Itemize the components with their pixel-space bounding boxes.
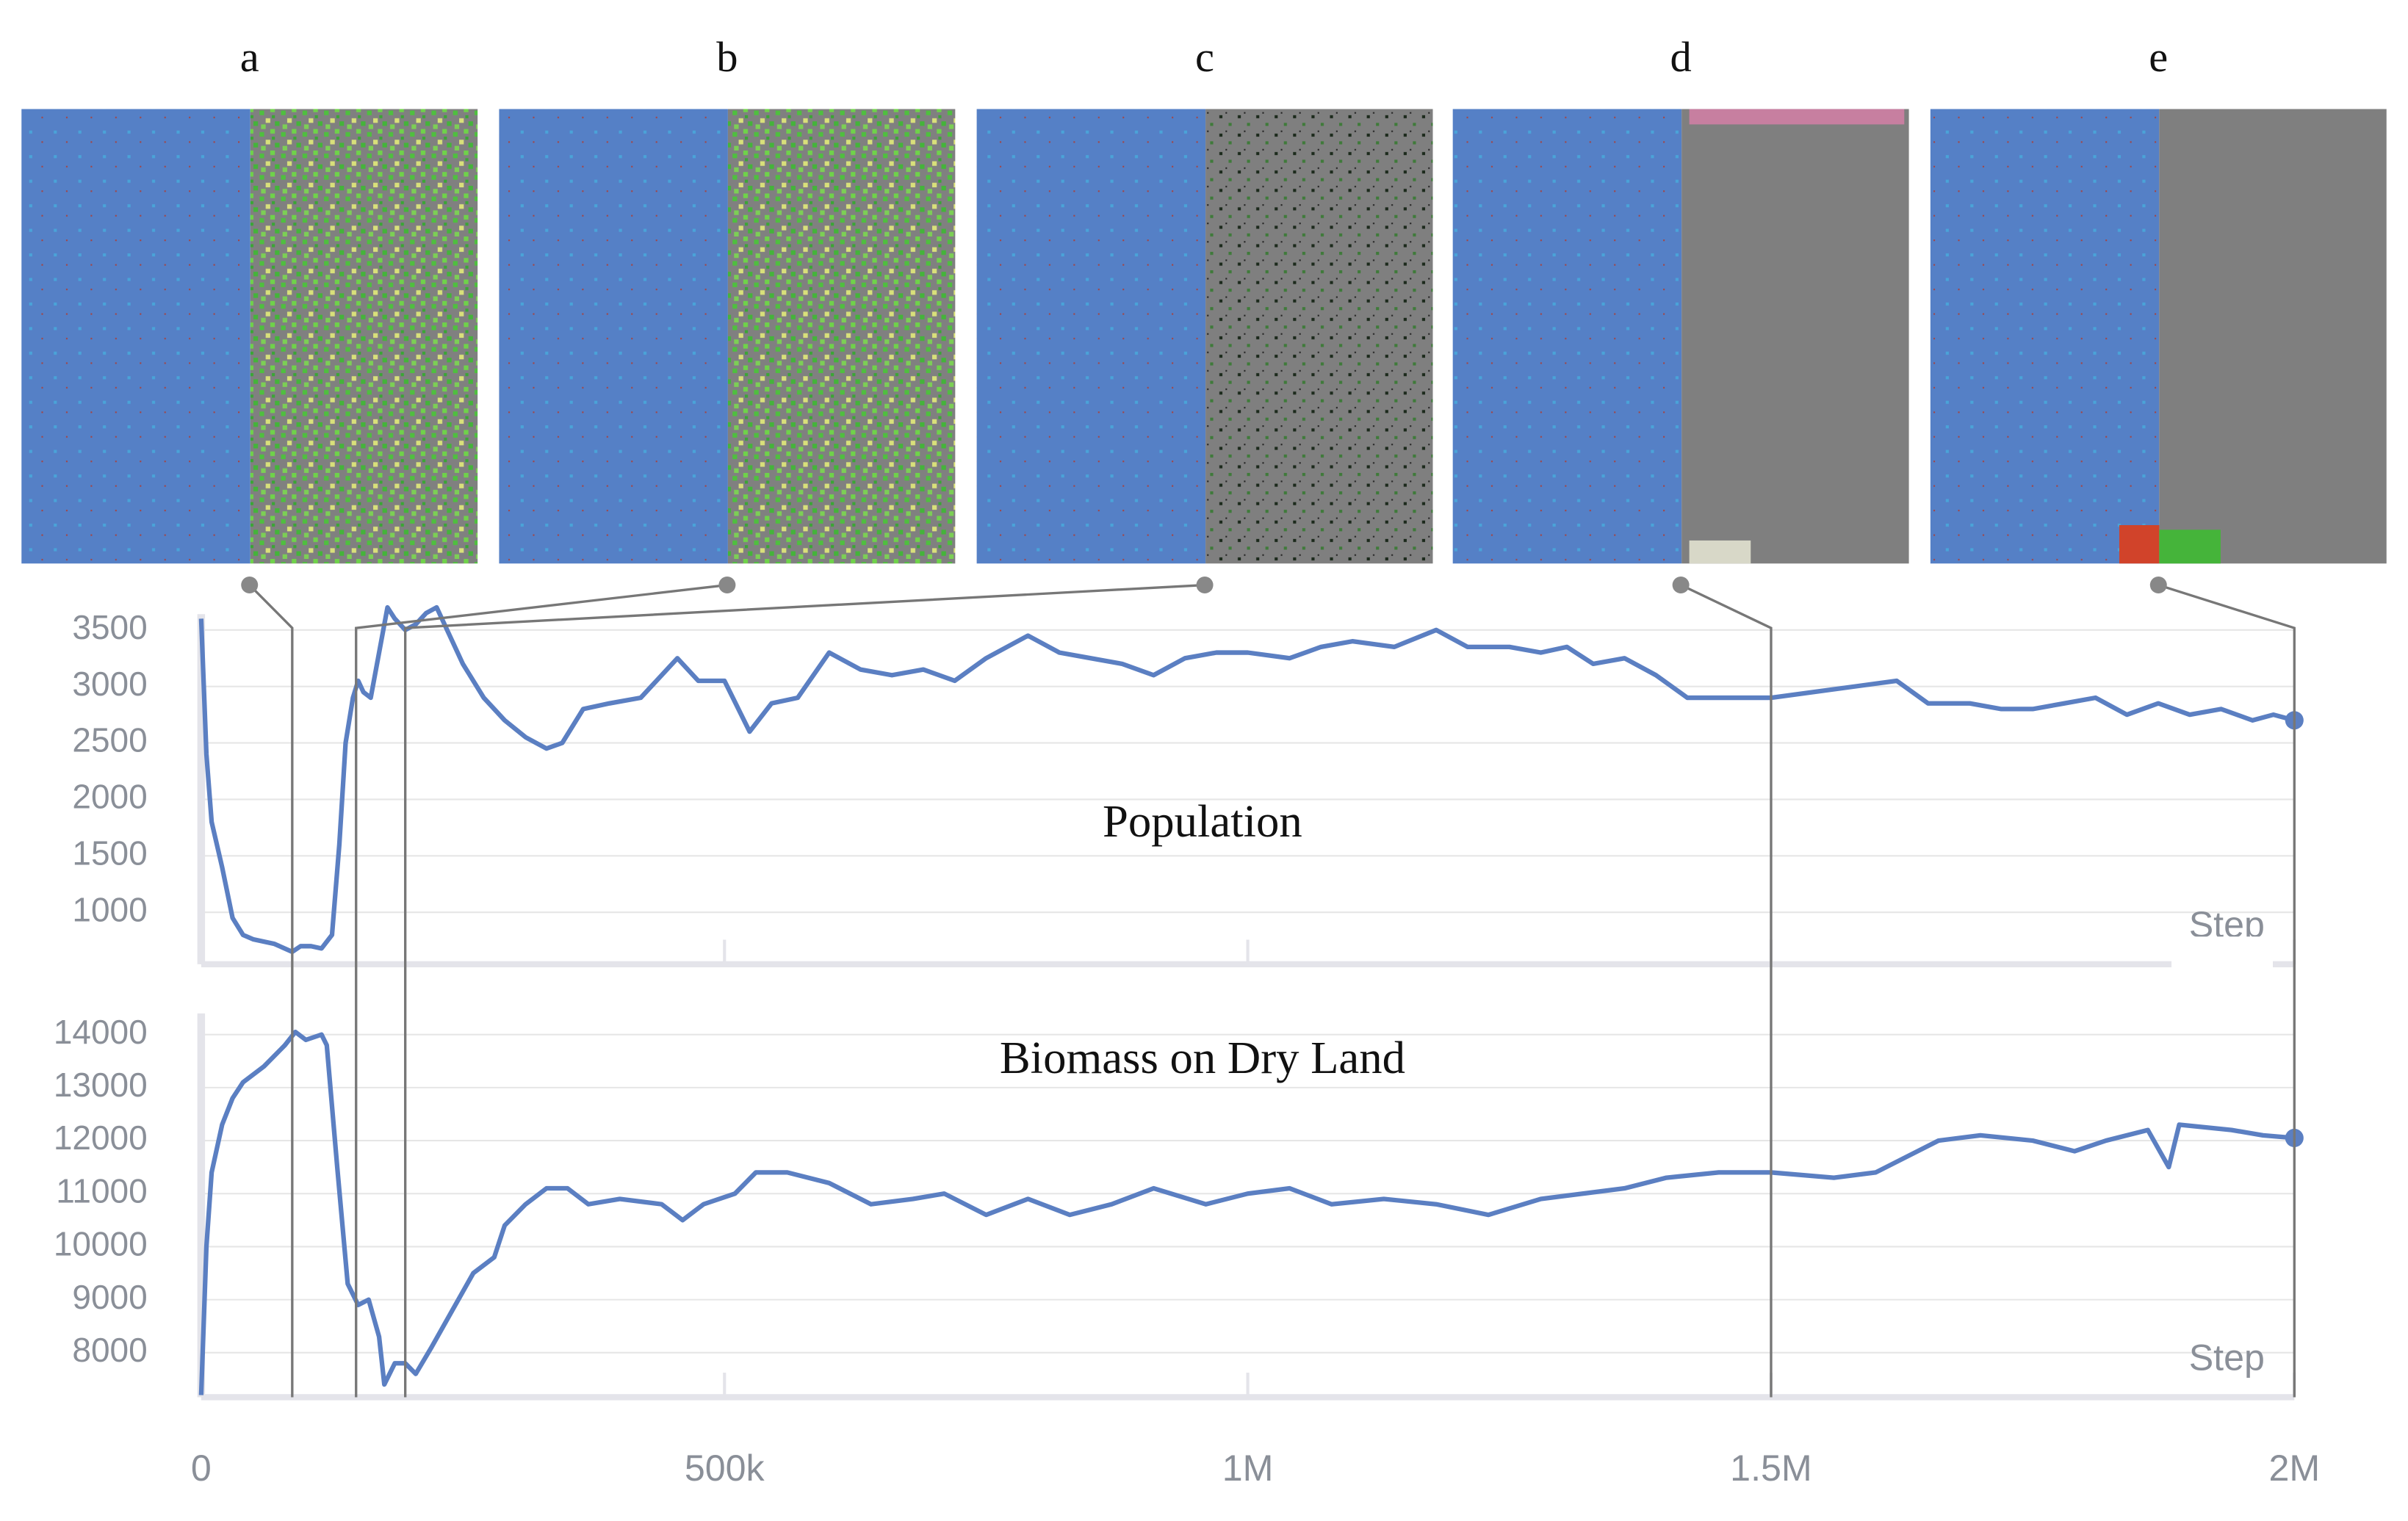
snapshot-image [976, 109, 1433, 564]
snapshot-label: e [2149, 33, 2168, 81]
snapshot-anchor [2149, 577, 2167, 594]
snapshot-label: a [240, 33, 259, 81]
snapshot-label: b [716, 33, 738, 81]
x-tick-label: 2M [2268, 1448, 2320, 1489]
y-tick-label: 9000 [72, 1278, 147, 1316]
chart-title: Population [1103, 795, 1302, 847]
data-line [198, 604, 2296, 955]
snapshot-connector [355, 583, 728, 1398]
y-tick-label: 3000 [72, 665, 147, 703]
x-tick-label: 0 [191, 1448, 212, 1489]
y-tick-label: 3500 [72, 608, 147, 646]
y-tick-label: 12000 [54, 1119, 148, 1157]
snapshot-anchor [1196, 577, 1214, 594]
y-tick-label: 1500 [72, 834, 147, 872]
snapshot-anchor [718, 577, 736, 594]
snapshot-label: d [1670, 33, 1691, 81]
y-tick-label: 8000 [72, 1331, 147, 1369]
snapshot-anchor [241, 577, 259, 594]
y-tick-label: 2000 [72, 778, 147, 816]
chart-title: Biomass on Dry Land [1000, 1032, 1405, 1083]
label-cover [2171, 936, 2274, 977]
snapshot-label: c [1195, 33, 1214, 81]
snapshot-connector [404, 583, 1205, 1398]
y-tick-label: 11000 [56, 1171, 147, 1210]
x-axis-label: Step [2189, 1337, 2265, 1379]
x-tick-label: 1.5M [1730, 1448, 1812, 1489]
snapshot-image [499, 109, 956, 564]
snapshot-connector [2158, 583, 2296, 1398]
snapshot-connector [1680, 584, 1773, 1398]
data-line [198, 1029, 2295, 1395]
snapshot-anchor [1672, 577, 1690, 594]
snapshot-image [21, 109, 478, 564]
y-tick-label: 1000 [72, 890, 147, 928]
y-tick-label: 13000 [54, 1066, 148, 1104]
y-tick-label: 14000 [54, 1013, 148, 1051]
snapshot-connector [248, 584, 294, 1398]
y-tick-label: 10000 [54, 1225, 148, 1263]
x-tick-label: 1M [1222, 1448, 1274, 1489]
snapshot-image [1452, 109, 1909, 564]
snapshot-panels [21, 109, 2387, 564]
snapshot-image [1930, 109, 2387, 564]
x-tick-label: 500k [685, 1448, 765, 1489]
y-tick-label: 2500 [72, 721, 147, 759]
